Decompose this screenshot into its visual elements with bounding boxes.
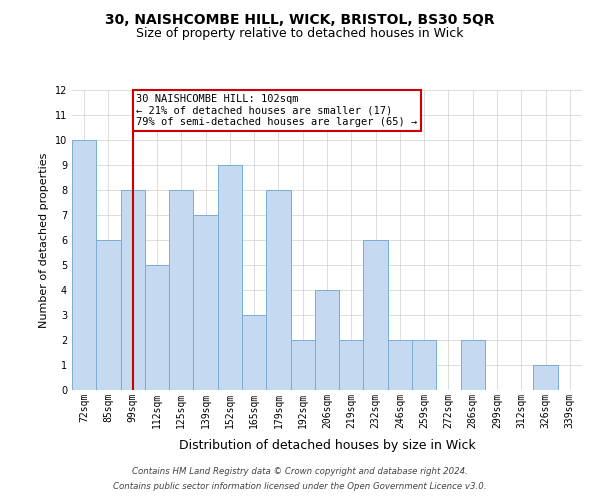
Bar [339,340,364,390]
Bar [169,190,193,390]
Text: 30 NAISHCOMBE HILL: 102sqm
← 21% of detached houses are smaller (17)
79% of semi: 30 NAISHCOMBE HILL: 102sqm ← 21% of deta… [136,94,418,127]
Bar [121,190,145,390]
Bar [218,165,242,390]
Bar [364,240,388,390]
Text: 30, NAISHCOMBE HILL, WICK, BRISTOL, BS30 5QR: 30, NAISHCOMBE HILL, WICK, BRISTOL, BS30… [105,12,495,26]
Y-axis label: Number of detached properties: Number of detached properties [39,152,49,328]
Bar [266,190,290,390]
Text: Contains HM Land Registry data © Crown copyright and database right 2024.: Contains HM Land Registry data © Crown c… [132,467,468,476]
Text: Contains public sector information licensed under the Open Government Licence v3: Contains public sector information licen… [113,482,487,491]
Bar [145,265,169,390]
Bar [72,140,96,390]
Bar [96,240,121,390]
Bar [315,290,339,390]
X-axis label: Distribution of detached houses by size in Wick: Distribution of detached houses by size … [179,439,475,452]
Bar [412,340,436,390]
Bar [461,340,485,390]
Bar [242,315,266,390]
Bar [533,365,558,390]
Bar [290,340,315,390]
Bar [388,340,412,390]
Bar [193,215,218,390]
Text: Size of property relative to detached houses in Wick: Size of property relative to detached ho… [136,28,464,40]
